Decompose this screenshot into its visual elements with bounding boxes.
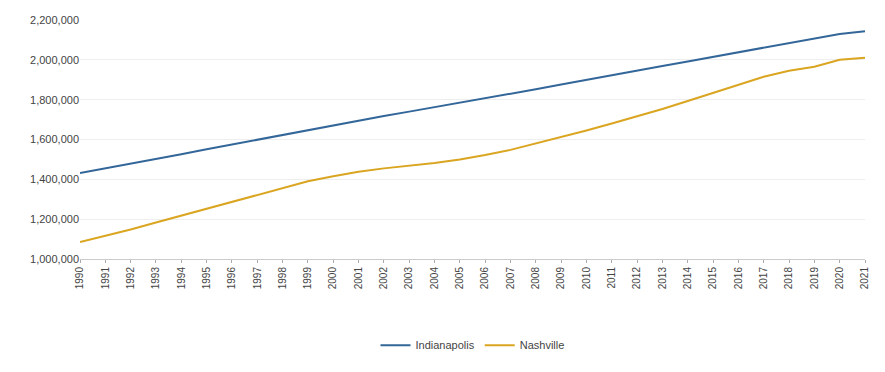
svg-text:2016: 2016 [733, 267, 744, 290]
svg-text:2014: 2014 [682, 267, 693, 290]
svg-text:2012: 2012 [631, 267, 642, 290]
svg-text:2,000,000: 2,000,000 [30, 54, 79, 66]
svg-text:1,400,000: 1,400,000 [30, 173, 79, 185]
svg-text:1991: 1991 [100, 267, 111, 290]
svg-text:Nashville: Nashville [520, 339, 565, 351]
svg-text:2001: 2001 [353, 267, 364, 290]
svg-text:2013: 2013 [657, 267, 668, 290]
svg-text:1995: 1995 [201, 267, 212, 290]
svg-text:1996: 1996 [226, 267, 237, 290]
svg-text:1,200,000: 1,200,000 [30, 213, 79, 225]
svg-text:1999: 1999 [302, 267, 313, 290]
svg-text:2019: 2019 [809, 267, 820, 290]
svg-text:2000: 2000 [327, 267, 338, 290]
svg-text:1,800,000: 1,800,000 [30, 94, 79, 106]
svg-text:1998: 1998 [277, 267, 288, 290]
svg-text:Indianapolis: Indianapolis [416, 339, 475, 351]
svg-text:2007: 2007 [505, 267, 516, 290]
svg-text:1990: 1990 [74, 267, 85, 290]
svg-text:1994: 1994 [176, 267, 187, 290]
svg-text:2009: 2009 [555, 267, 566, 290]
svg-text:2018: 2018 [783, 267, 794, 290]
svg-text:1993: 1993 [150, 267, 161, 290]
svg-text:2005: 2005 [454, 267, 465, 290]
svg-text:2011: 2011 [606, 267, 617, 289]
svg-text:2,200,000: 2,200,000 [30, 14, 79, 26]
svg-text:2010: 2010 [581, 267, 592, 290]
svg-text:2006: 2006 [479, 267, 490, 290]
svg-text:1992: 1992 [125, 267, 136, 290]
svg-text:1,600,000: 1,600,000 [30, 133, 79, 145]
svg-text:2020: 2020 [834, 267, 845, 290]
svg-text:1997: 1997 [252, 267, 263, 290]
svg-text:2008: 2008 [530, 267, 541, 290]
svg-text:2002: 2002 [378, 267, 389, 290]
svg-text:2004: 2004 [429, 267, 440, 290]
svg-text:2015: 2015 [707, 267, 718, 290]
svg-text:1,000,000: 1,000,000 [30, 253, 79, 265]
svg-text:2003: 2003 [403, 267, 414, 290]
svg-text:2021: 2021 [859, 267, 870, 290]
svg-text:2017: 2017 [758, 267, 769, 290]
